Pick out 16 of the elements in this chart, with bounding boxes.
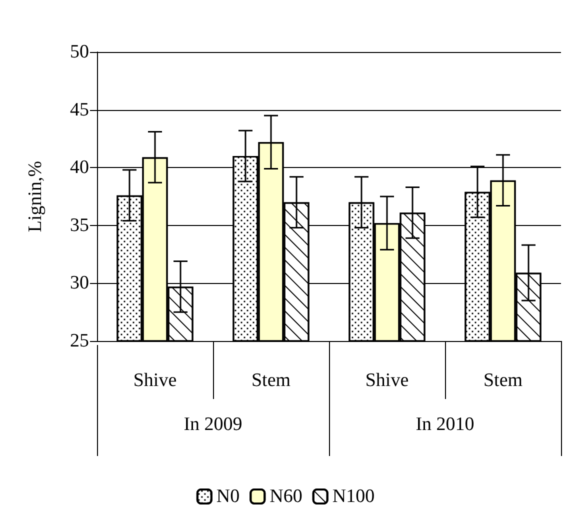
legend-label: N0 (216, 486, 240, 507)
y-tick-label: 50 (70, 42, 89, 62)
y-tick-label: 40 (70, 157, 89, 178)
y-tick-label: 45 (70, 99, 89, 120)
x-tick-label: Shive (133, 370, 177, 391)
y-axis-title: Lignin,% (25, 160, 46, 232)
y-tick-label: 35 (70, 214, 89, 236)
legend-label: N100 (332, 486, 375, 507)
text: In 2010 (414, 414, 476, 436)
y-tick-label: 30 (70, 272, 89, 294)
x-tick-label: Stem (251, 370, 291, 391)
legend-label: N60 (270, 486, 302, 507)
text: In 2009 (182, 414, 244, 436)
y-tick-label: 25 (70, 330, 89, 352)
x-tick-label: Stem (483, 370, 523, 391)
x-tick-label: Shive (365, 370, 409, 391)
